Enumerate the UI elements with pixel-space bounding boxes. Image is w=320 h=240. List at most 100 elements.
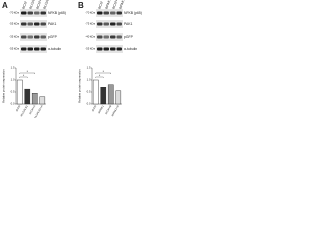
blot-band [110,11,116,15]
blot-band [21,35,27,39]
y-tick-label: 1.5 [11,66,15,70]
blot-band [27,35,33,39]
kda-marker: -55 kDa [85,47,95,51]
blot-band [40,47,46,51]
kda-marker: -70 kDa [85,11,95,15]
panel-label: B [78,1,84,10]
x-tick-label: shPAK1 [97,104,105,114]
blot-band [110,47,116,51]
blot-band [103,11,109,15]
blot-strip [96,45,123,53]
blot-band [34,11,40,15]
blot-band [97,47,103,51]
y-tick-label: 0.5 [87,90,91,94]
blot-band [103,47,109,51]
blot-band [116,11,122,15]
bar [16,79,23,105]
protein-label: PAK1 [124,22,133,26]
significance-mark: * [99,74,101,78]
blot-band [103,35,109,39]
blot-strip [20,9,47,17]
x-tick-label: shLGALS1 [19,104,29,117]
protein-label: NFKB (p65) [124,11,142,15]
blot-band [116,35,122,39]
kda-marker: -55 kDa [9,47,19,51]
bar [24,88,31,105]
bar [31,92,38,105]
lane-label: shCtrl+A [35,0,43,11]
blot-strip [20,20,47,28]
y-tick-label: 1.5 [87,66,91,70]
protein-label: pGFP [48,35,58,39]
blot-band [34,35,40,39]
blot-band [40,35,46,39]
blot-band [27,11,33,15]
lane-label: shPAK1 [104,0,112,11]
protein-label: α-tubulin [124,47,137,51]
significance-mark: * [23,74,25,78]
y-tick-label: 0.0 [11,102,15,106]
y-tick-label: 0.5 [11,90,15,94]
bar [100,86,107,105]
bar [92,79,99,105]
protein-label: NFKB (p65) [48,11,66,15]
kda-marker: -70 kDa [9,11,19,15]
significance-mark: * [27,70,29,74]
blot-band [21,11,27,15]
blot-band [34,22,40,26]
blot-strip [96,9,123,17]
blot-band [21,47,27,51]
y-tick-label: 1.0 [11,78,15,82]
kda-marker: -55 kDa [9,22,19,26]
x-tick-label: shPAK1+B [110,104,120,117]
y-axis-label: Relative protein expression [2,69,6,103]
x-tick-label: shCtrl [90,104,97,112]
blot-band [97,35,103,39]
protein-label: PAK1 [48,22,57,26]
blot-band [40,11,46,15]
blot-band [97,22,103,26]
significance-bracket [95,72,111,74]
significance-bracket [95,76,104,78]
kda-marker: -35 kDa [9,35,19,39]
blot-band [97,11,103,15]
x-tick-label: shCtrl [14,104,21,112]
lane-label: shPAK1+B [118,0,128,11]
blot-strip [96,33,123,41]
bar [115,90,122,105]
blot-band [27,22,33,26]
blot-band [110,35,116,39]
blot-band [21,22,27,26]
blot-band [110,22,116,26]
blot-strip [20,33,47,41]
blot-band [116,47,122,51]
x-tick-label: shLGALS1+A [32,104,43,118]
panel-label: A [2,1,8,10]
kda-marker: -40 kDa [85,35,95,39]
blot-band [34,47,40,51]
blot-band [116,22,122,26]
significance-bracket [19,76,28,78]
x-tick-label: shCtrl+B [104,104,113,115]
lane-label: shCtrl [21,1,28,11]
bar [39,96,46,105]
blot-band [40,22,46,26]
blot-strip [96,20,123,28]
blot-band [103,22,109,26]
y-tick-label: 1.0 [87,78,91,82]
significance-bracket [19,72,35,74]
x-tick-label: shCtrl+A [28,104,37,115]
lane-label: shLGALS1 [28,0,37,11]
protein-label: pGFP [124,35,134,39]
lane-label: shCtrl [97,1,104,11]
kda-marker: -75 kDa [85,22,95,26]
lane-label: shCtrl+B [111,0,119,11]
y-tick-label: 0.0 [87,102,91,106]
significance-mark: * [103,70,105,74]
y-axis-label: Relative protein expression [78,69,82,103]
protein-label: α-tubulin [48,47,61,51]
blot-band [27,47,33,51]
blot-strip [20,45,47,53]
lane-label: shLGALS1+A [42,0,53,11]
